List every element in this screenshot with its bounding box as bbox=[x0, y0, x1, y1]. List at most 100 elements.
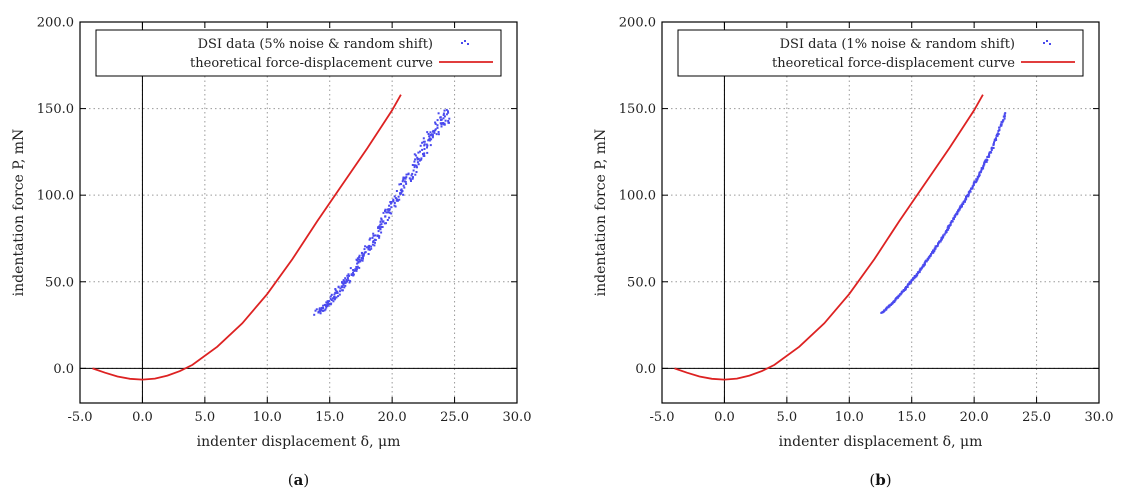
chart-a-legend-label-data: DSI data (5% noise & random shift) bbox=[198, 37, 433, 52]
chart-a-data-point-305 bbox=[427, 139, 430, 142]
chart-a-data-point-357 bbox=[447, 120, 450, 122]
chart-a-data-point-46 bbox=[333, 298, 336, 301]
chart-a-data-point-214 bbox=[396, 199, 399, 202]
chart-a-data-point-245 bbox=[405, 173, 408, 176]
chart-a-data-point-84 bbox=[346, 280, 348, 283]
chart-a-data-point-280 bbox=[419, 150, 421, 153]
chart-a-data-point-334 bbox=[436, 119, 439, 122]
chart-a-data-point-328 bbox=[434, 128, 437, 131]
chart-a-data-point-48 bbox=[335, 296, 338, 299]
chart-a-data-point-35 bbox=[328, 303, 331, 305]
chart-a-data-point-5 bbox=[319, 312, 322, 315]
chart-a-legend-marker-data bbox=[461, 40, 469, 45]
chart-a-xtick-label-0: -5.0 bbox=[67, 410, 92, 425]
chart-b-xtick-label-1: 0.0 bbox=[714, 410, 735, 425]
chart-a-data-point-108 bbox=[355, 268, 358, 271]
chart-b-data-point-326 bbox=[992, 143, 995, 146]
chart-b-theory-curve bbox=[674, 94, 984, 381]
chart-a-data-point-133 bbox=[363, 248, 366, 251]
chart-b-data-point-0 bbox=[880, 311, 883, 314]
chart-a-data-point-253 bbox=[410, 180, 412, 182]
chart-a-data-point-111 bbox=[356, 262, 359, 265]
chart-a-data-point-308 bbox=[428, 135, 431, 138]
chart-a-data-point-190 bbox=[385, 211, 388, 214]
chart-b-legend-label-data: DSI data (1% noise & random shift) bbox=[780, 37, 1015, 52]
chart-a-data-point-27 bbox=[324, 304, 327, 306]
chart-a-data-point-123 bbox=[361, 259, 364, 262]
chart-a-data-point-287 bbox=[423, 144, 426, 147]
chart-a-data-point-306 bbox=[426, 131, 429, 134]
chart-a-data-point-298 bbox=[422, 140, 425, 143]
chart-a-data-point-142 bbox=[370, 247, 373, 250]
chart-a-data-point-250 bbox=[410, 174, 413, 177]
chart-b-data-point-156 bbox=[934, 247, 937, 250]
chart-b-data-point-154 bbox=[933, 248, 936, 251]
chart-a-data-point-272 bbox=[414, 158, 417, 161]
chart-b-data-point-267 bbox=[972, 184, 975, 187]
chart-b-data-point-239 bbox=[962, 200, 965, 203]
chart-a-data-point-292 bbox=[423, 155, 426, 157]
chart-a-data-point-325 bbox=[437, 131, 440, 133]
chart-a-data-point-6 bbox=[315, 308, 318, 311]
chart-b-data-point-241 bbox=[963, 199, 966, 202]
chart-b-data-point-350 bbox=[1001, 121, 1004, 124]
chart-b-data-point-237 bbox=[962, 202, 965, 205]
chart-a-data-point-187 bbox=[384, 215, 387, 218]
chart-a-data-point-177 bbox=[380, 223, 383, 226]
chart-a-data-point-300 bbox=[422, 137, 425, 140]
chart-a-data-point-44 bbox=[329, 295, 332, 298]
chart-b-ytick-label-3: 150.0 bbox=[619, 102, 656, 117]
chart-b-data-point-331 bbox=[995, 139, 998, 141]
chart-a-data-point-63 bbox=[341, 289, 344, 292]
chart-a-data-point-74 bbox=[341, 281, 343, 284]
chart-a-data-point-265 bbox=[414, 173, 417, 176]
chart-b-data-point-357 bbox=[1003, 115, 1006, 118]
chart-a-xtick-label-5: 20.0 bbox=[378, 410, 407, 425]
chart-a-data-point-269 bbox=[415, 171, 418, 173]
chart-a-data-point-243 bbox=[402, 178, 405, 181]
chart-a-data-point-323 bbox=[431, 135, 434, 138]
chart-a-xtick-label-4: 15.0 bbox=[315, 410, 344, 425]
chart-a-data-point-80 bbox=[343, 281, 346, 284]
chart-a-data-point-350 bbox=[442, 123, 445, 126]
chart-a-data-point-141 bbox=[368, 248, 371, 251]
chart-a-data-point-170 bbox=[380, 225, 383, 228]
chart-panel-b: -5.0 0.0 5.0 10.0 15.0 20.0 25.0 30.0 0.0 50.0 100… bbox=[582, 0, 1121, 499]
chart-b-data-point-145 bbox=[930, 253, 933, 256]
chart-b-data-point-263 bbox=[971, 187, 974, 190]
chart-b-data-point-104 bbox=[916, 273, 918, 276]
chart-a-data-point-138 bbox=[364, 245, 367, 248]
chart-a-data-point-148 bbox=[370, 245, 373, 248]
chart-a-data-point-19 bbox=[322, 307, 325, 309]
chart-a-data-point-67 bbox=[342, 283, 345, 286]
chart-a-data-point-241 bbox=[402, 176, 405, 179]
chart-b-data-point-277 bbox=[976, 178, 979, 181]
chart-a-data-point-349 bbox=[442, 122, 445, 124]
chart-a-data-point-296 bbox=[423, 140, 426, 143]
chart-a-data-point-25 bbox=[326, 305, 329, 308]
chart-b-scatter-points bbox=[880, 112, 1007, 314]
chart-a-data-point-205 bbox=[388, 204, 391, 207]
chart-a-data-point-75 bbox=[344, 284, 347, 287]
chart-a-data-point-124 bbox=[360, 257, 363, 259]
chart-b-data-point-265 bbox=[971, 185, 974, 188]
chart-a-data-point-209 bbox=[392, 198, 395, 201]
chart-b-data-point-147 bbox=[931, 251, 933, 254]
chart-a-data-point-247 bbox=[404, 176, 407, 179]
chart-a-data-point-354 bbox=[444, 119, 447, 122]
chart-b-caption: (b) bbox=[869, 471, 891, 489]
chart-a-data-point-107 bbox=[358, 266, 361, 269]
chart-a-data-point-22 bbox=[322, 304, 325, 307]
chart-a-data-point-158 bbox=[372, 232, 375, 235]
chart-a-data-point-244 bbox=[405, 182, 408, 185]
chart-a-plot-frame bbox=[79, 21, 518, 404]
chart-b-data-point-283 bbox=[978, 174, 981, 177]
chart-a-data-point-326 bbox=[433, 130, 435, 132]
chart-a-data-point-60 bbox=[335, 290, 338, 293]
chart-b-data-point-220 bbox=[956, 212, 959, 215]
chart-b-data-point-240 bbox=[964, 200, 966, 203]
chart-b-data-point-73 bbox=[905, 286, 908, 289]
chart-a-data-point-359 bbox=[447, 121, 450, 124]
chart-b-data-point-170 bbox=[939, 240, 942, 243]
chart-a-data-point-31 bbox=[325, 301, 328, 304]
